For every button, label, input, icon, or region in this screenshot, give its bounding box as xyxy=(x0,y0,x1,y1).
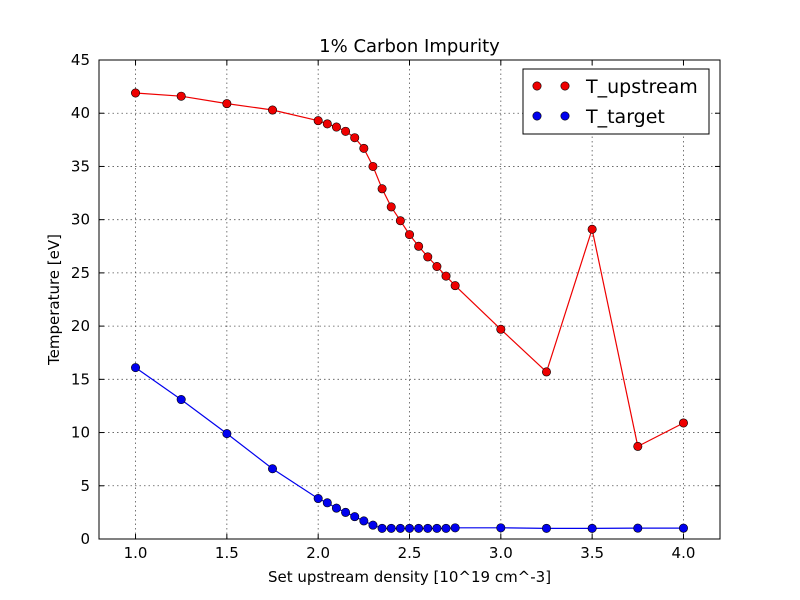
data-point xyxy=(633,441,643,451)
y-tick-label: 20 xyxy=(71,317,90,335)
series-T_target xyxy=(131,363,688,533)
legend-label: T_target xyxy=(585,106,665,128)
data-point xyxy=(368,161,378,171)
data-point xyxy=(176,91,186,101)
data-point xyxy=(176,395,186,405)
data-point xyxy=(541,367,551,377)
data-point xyxy=(395,216,405,226)
y-tick-label: 10 xyxy=(71,424,90,442)
legend: T_upstream T_target xyxy=(522,68,710,135)
data-point xyxy=(432,523,442,533)
data-point xyxy=(678,523,688,533)
data-point xyxy=(441,523,451,533)
data-point xyxy=(368,520,378,530)
x-tick-label: 3.5 xyxy=(580,544,604,562)
data-point xyxy=(541,523,551,533)
data-point xyxy=(404,230,414,240)
data-point xyxy=(404,523,414,533)
data-point xyxy=(377,523,387,533)
data-point xyxy=(423,523,433,533)
data-point xyxy=(131,363,141,373)
data-point xyxy=(222,99,232,109)
data-point xyxy=(322,119,332,129)
data-point xyxy=(377,184,387,194)
data-point xyxy=(587,224,597,234)
data-point xyxy=(441,271,451,281)
data-point xyxy=(359,143,369,153)
legend-marker xyxy=(532,81,542,91)
data-point xyxy=(313,116,323,126)
data-point xyxy=(432,262,442,272)
data-point xyxy=(268,464,278,474)
data-point xyxy=(331,503,341,513)
data-point xyxy=(395,523,405,533)
data-point xyxy=(350,512,360,522)
data-point xyxy=(131,88,141,98)
data-point xyxy=(386,523,396,533)
y-tick-label: 0 xyxy=(80,530,90,548)
data-point xyxy=(341,126,351,136)
legend-marker xyxy=(532,111,542,121)
data-point xyxy=(313,494,323,504)
y-tick-label: 5 xyxy=(80,477,90,495)
data-point xyxy=(496,324,506,334)
ticks: 1.0 1.5 2.0 2.5 3.0 3.5 4.0 0 5 10 15 20 25 30 35 40 45 xyxy=(71,51,720,562)
data-point xyxy=(414,523,424,533)
y-tick-label: 35 xyxy=(71,157,90,175)
data-point xyxy=(268,105,278,115)
data-point xyxy=(341,507,351,517)
y-axis-label: Temperature [eV] xyxy=(45,234,63,366)
y-tick-label: 25 xyxy=(71,264,90,282)
data-point xyxy=(359,516,369,526)
x-tick-label: 2.5 xyxy=(398,544,422,562)
x-tick-label: 3.0 xyxy=(489,544,513,562)
x-tick-label: 1.5 xyxy=(215,544,239,562)
legend-marker xyxy=(560,81,570,91)
x-tick-label: 1.0 xyxy=(124,544,148,562)
data-point xyxy=(423,252,433,262)
data-point xyxy=(350,133,360,143)
data-point xyxy=(222,429,232,439)
legend-box xyxy=(522,68,710,135)
y-tick-label: 40 xyxy=(71,104,90,122)
data-point xyxy=(450,281,460,291)
data-point xyxy=(414,241,424,251)
data-point xyxy=(678,418,688,428)
y-tick-label: 45 xyxy=(71,51,90,69)
legend-marker xyxy=(560,111,570,121)
series-T_upstream xyxy=(131,88,688,451)
series-layer xyxy=(131,88,688,533)
data-point xyxy=(331,122,341,132)
x-tick-label: 2.0 xyxy=(306,544,330,562)
data-point xyxy=(496,523,506,533)
legend-label: T_upstream xyxy=(585,76,698,98)
chart-title: 1% Carbon Impurity xyxy=(319,36,500,57)
x-axis-label: Set upstream density [10^19 cm^-3] xyxy=(268,568,551,586)
data-point xyxy=(587,523,597,533)
data-point xyxy=(386,202,396,212)
data-point xyxy=(450,523,460,533)
data-point xyxy=(322,498,332,508)
y-tick-label: 30 xyxy=(71,211,90,229)
y-tick-label: 15 xyxy=(71,370,90,388)
data-point xyxy=(633,523,643,533)
x-tick-label: 4.0 xyxy=(672,544,696,562)
